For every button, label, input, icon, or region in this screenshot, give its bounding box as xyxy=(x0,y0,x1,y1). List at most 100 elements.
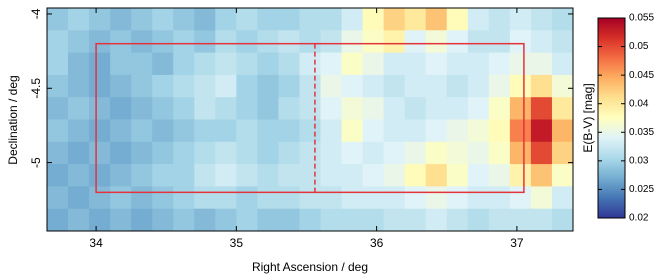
heat-cell xyxy=(110,30,132,54)
heat-cell xyxy=(110,97,132,120)
heat-cell xyxy=(551,141,574,165)
heat-cell xyxy=(131,186,153,210)
heat-cell xyxy=(47,8,69,31)
heat-cell xyxy=(551,8,574,31)
heat-cell xyxy=(257,74,279,98)
heat-cell xyxy=(110,141,132,165)
heat-cell xyxy=(110,74,132,98)
heat-cell xyxy=(299,141,322,165)
heat-cell xyxy=(89,74,111,98)
heat-cell xyxy=(509,164,532,187)
heat-cell xyxy=(446,97,469,120)
colorbar-tick-label: 0.05 xyxy=(629,41,649,52)
heat-cell xyxy=(68,8,90,31)
heat-cell xyxy=(299,30,322,54)
colorbar-tick-label: 0.025 xyxy=(629,184,654,195)
heat-cell xyxy=(467,208,490,232)
plot-frame xyxy=(46,7,574,232)
heat-cell xyxy=(320,97,343,120)
heat-cell xyxy=(341,74,364,98)
heat-cell xyxy=(173,30,195,54)
heat-cell xyxy=(320,164,343,187)
heat-cell xyxy=(68,164,90,187)
heat-cell xyxy=(257,8,279,31)
heat-cell xyxy=(488,119,511,143)
heat-cell xyxy=(320,74,343,98)
heat-cell xyxy=(194,119,216,143)
heat-cell xyxy=(299,8,322,31)
heat-cell xyxy=(362,8,385,31)
heat-cell xyxy=(131,164,153,187)
heat-cell xyxy=(467,74,490,98)
heat-cell xyxy=(194,74,216,98)
heat-cell xyxy=(236,97,258,120)
heat-cell xyxy=(362,208,385,232)
heat-cell xyxy=(551,30,574,54)
heat-cell xyxy=(299,164,322,187)
heat-cell xyxy=(194,141,216,165)
colorbar-label: E(B-V) [mag] xyxy=(581,83,595,152)
heat-cell xyxy=(488,164,511,187)
heat-cell xyxy=(383,97,406,120)
heat-cell xyxy=(278,119,300,143)
heat-cell xyxy=(446,74,469,98)
heat-cell xyxy=(68,119,90,143)
y-tick-label: -4.5 xyxy=(29,78,43,99)
heat-cell xyxy=(47,164,69,187)
heat-cell xyxy=(446,30,469,54)
heat-cell xyxy=(236,186,258,210)
heat-cell xyxy=(383,164,406,187)
heat-cell xyxy=(383,208,406,232)
heat-cell xyxy=(89,208,111,232)
heat-cell xyxy=(404,186,427,210)
heat-cell xyxy=(509,97,532,120)
heat-cell xyxy=(467,8,490,31)
heat-cell xyxy=(341,8,364,31)
heat-cell xyxy=(467,52,490,76)
heat-cell xyxy=(446,186,469,210)
heat-cell xyxy=(488,141,511,165)
heat-cell xyxy=(383,141,406,165)
heat-cell xyxy=(467,141,490,165)
heat-cell xyxy=(173,141,195,165)
colorbar-tick-label: 0.04 xyxy=(629,98,649,109)
heat-cell xyxy=(551,74,574,98)
heat-cell xyxy=(425,74,448,98)
heat-cell xyxy=(68,208,90,232)
heat-cell xyxy=(404,74,427,98)
heat-cell xyxy=(341,119,364,143)
heat-cell xyxy=(404,141,427,165)
heat-cell xyxy=(47,208,69,232)
heat-cell xyxy=(257,208,279,232)
heat-cell xyxy=(299,74,322,98)
heat-cell xyxy=(341,208,364,232)
heat-cell xyxy=(509,52,532,76)
heat-cell xyxy=(47,186,69,210)
heat-cell xyxy=(47,30,69,54)
heat-cell xyxy=(362,97,385,120)
heat-cell xyxy=(47,119,69,143)
heat-cell xyxy=(299,208,322,232)
heat-cell xyxy=(194,8,216,31)
heat-cell xyxy=(257,52,279,76)
heat-cell xyxy=(173,97,195,120)
heat-cell xyxy=(404,164,427,187)
heat-cell xyxy=(446,208,469,232)
heat-cell xyxy=(425,8,448,31)
heat-cell xyxy=(47,52,69,76)
heat-cell xyxy=(152,141,174,165)
heat-cell xyxy=(257,97,279,120)
heat-cell xyxy=(320,141,343,165)
heat-cell xyxy=(110,208,132,232)
heat-cell xyxy=(467,30,490,54)
colorbar xyxy=(597,17,626,219)
heat-cell xyxy=(131,119,153,143)
heat-cell xyxy=(362,164,385,187)
heat-cell xyxy=(488,186,511,210)
heat-cell xyxy=(278,164,300,187)
heat-cell xyxy=(530,119,553,143)
heat-cell xyxy=(257,186,279,210)
heat-cell xyxy=(89,8,111,31)
heat-cell xyxy=(530,8,553,31)
heat-cell xyxy=(110,8,132,31)
